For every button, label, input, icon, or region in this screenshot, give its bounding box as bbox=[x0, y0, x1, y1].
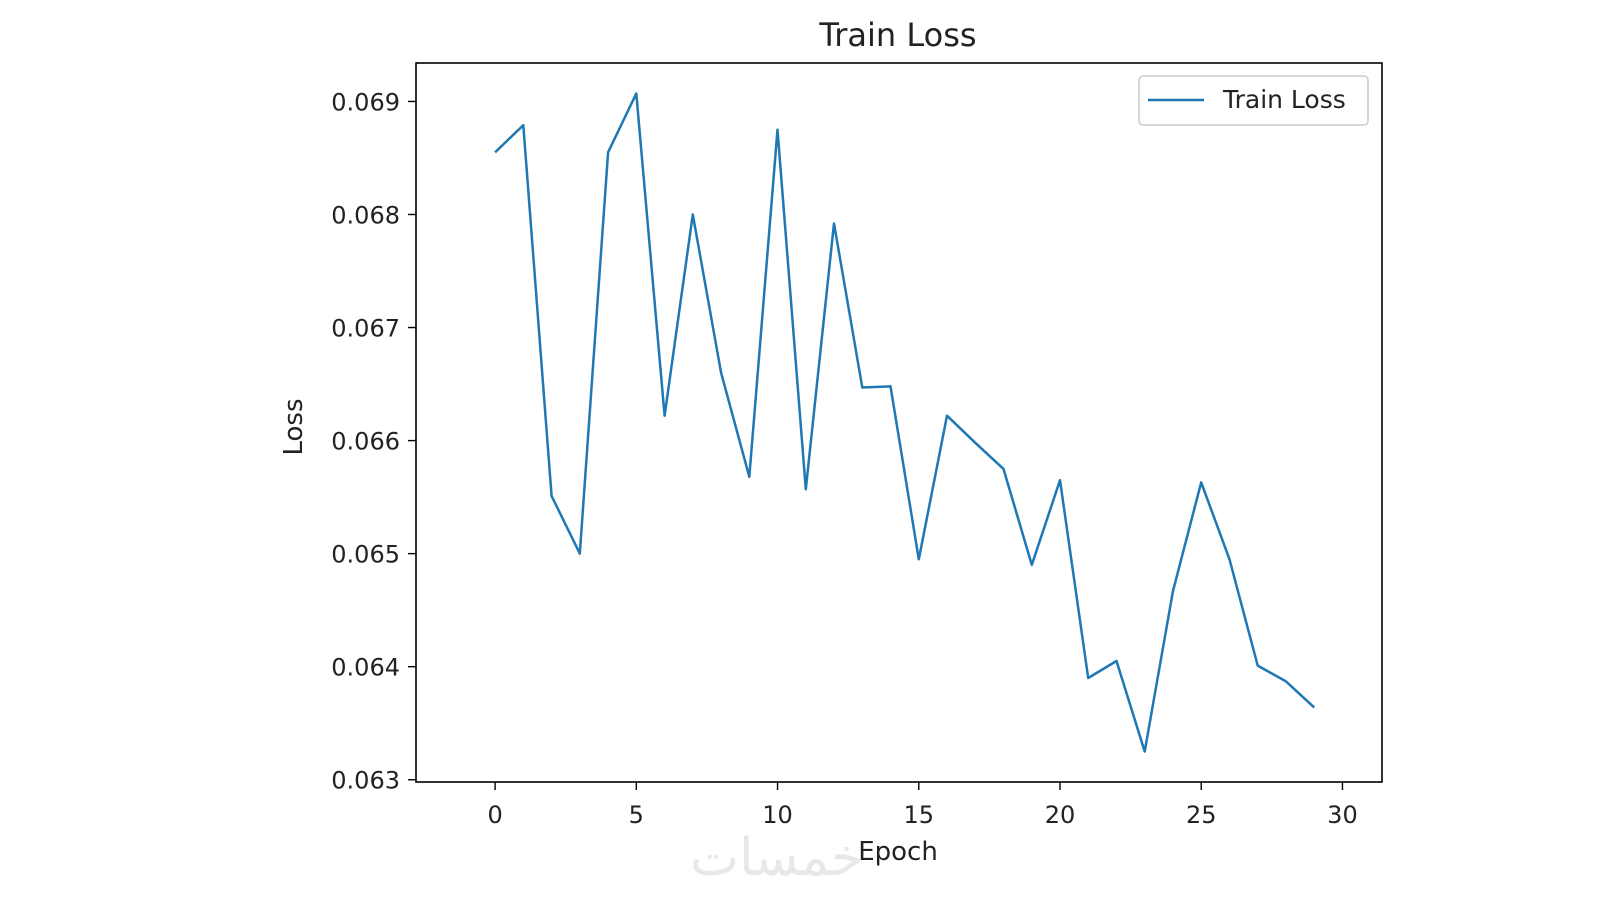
y-tick-label: 0.067 bbox=[331, 315, 400, 343]
y-tick-label: 0.064 bbox=[331, 654, 400, 682]
y-tick-label: 0.069 bbox=[331, 88, 400, 116]
series-line-train-loss bbox=[494, 92, 1316, 753]
x-axis: 0 5 10 15 20 25 30 bbox=[487, 782, 1358, 829]
y-axis-label: Loss bbox=[279, 398, 309, 455]
y-tick-label: 0.063 bbox=[331, 767, 400, 795]
x-tick-label: 30 bbox=[1327, 801, 1358, 829]
y-tick-label: 0.065 bbox=[331, 541, 400, 569]
y-axis: 0.063 0.064 0.065 0.066 0.067 0.068 0.069 bbox=[331, 88, 416, 795]
legend-label-train-loss: Train Loss bbox=[1222, 85, 1346, 114]
x-tick-label: 10 bbox=[762, 801, 793, 829]
x-tick-label: 20 bbox=[1045, 801, 1076, 829]
plot-area-frame bbox=[415, 62, 1383, 783]
x-tick-label: 25 bbox=[1186, 801, 1217, 829]
x-axis-label: Epoch bbox=[858, 837, 938, 867]
y-tick-label: 0.066 bbox=[331, 428, 400, 456]
x-tick-label: 5 bbox=[629, 801, 644, 829]
legend-box bbox=[1138, 75, 1369, 126]
x-tick-label: 15 bbox=[903, 801, 934, 829]
y-tick-label: 0.068 bbox=[331, 201, 400, 229]
legend: Train Loss bbox=[1138, 75, 1369, 126]
watermark-logo: خمسات bbox=[690, 828, 864, 888]
x-tick-label: 0 bbox=[487, 801, 502, 829]
chart-title: Train Loss bbox=[818, 16, 976, 54]
